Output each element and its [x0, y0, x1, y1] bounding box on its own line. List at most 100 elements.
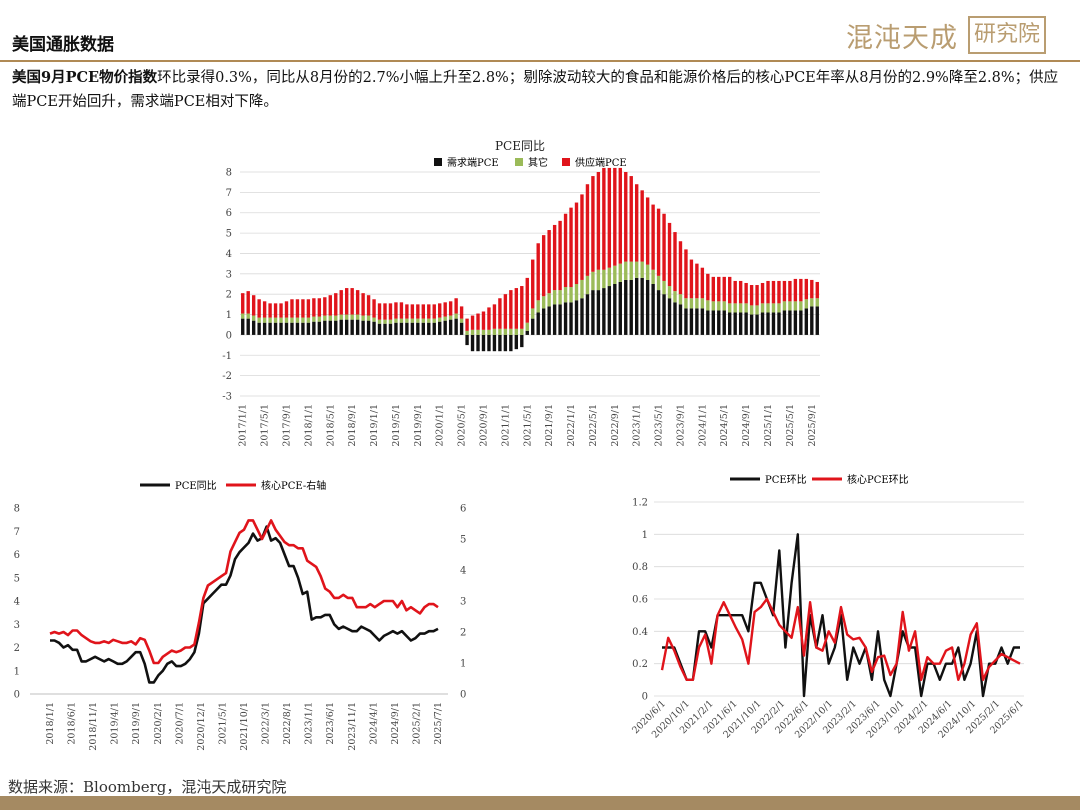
chart1-bar-demand — [323, 320, 327, 335]
chart1-bar-supply — [492, 304, 497, 329]
chart1-bar-supply — [416, 304, 420, 319]
chart1-bar-supply — [629, 176, 633, 262]
chart2-y-right-tick: 0 — [460, 690, 466, 701]
chart1-bar-other — [465, 330, 469, 335]
chart2-legend-core: 核心PCE-右轴 — [261, 479, 326, 492]
chart1-bar-demand — [246, 318, 250, 335]
chart1-bar-other — [328, 315, 332, 321]
chart2-y-left-tick: 1 — [14, 666, 20, 677]
summary-lead: 美国9月PCE物价指数 — [12, 69, 158, 86]
chart1-y-tick: 1 — [226, 310, 232, 321]
chart1-bar-supply — [498, 298, 502, 329]
chart1-y-tick: 7 — [226, 188, 232, 199]
chart1-bar-other — [345, 314, 349, 320]
chart1-bar-other — [760, 303, 765, 313]
chart1-bar-other — [388, 319, 393, 324]
chart1-bar-supply — [711, 276, 715, 302]
chart1-bar-demand — [503, 334, 508, 352]
chart1-bar-other — [728, 303, 732, 313]
chart1-y-tick: 3 — [226, 269, 232, 280]
chart1-bar-other — [257, 317, 261, 323]
chart1-bar-supply — [662, 213, 666, 281]
chart1-bar-demand — [366, 320, 371, 335]
chart1-bar-supply — [755, 285, 759, 306]
chart1-bar-supply — [306, 299, 311, 318]
chart1-bar-supply — [531, 259, 535, 309]
chart1-x-tick: 2022/9/1 — [610, 404, 621, 447]
chart2-y-left-tick: 5 — [14, 573, 20, 584]
chart1-x-tick: 2023/1/1 — [632, 404, 643, 447]
footer-bar — [0, 796, 1080, 810]
chart1-bar-demand — [706, 310, 710, 335]
chart1-bar-supply — [372, 299, 376, 318]
chart1-bar-other — [421, 318, 425, 323]
chart1-bar-demand — [421, 322, 425, 335]
chart2-line-core — [49, 519, 439, 665]
chart1-bar-other — [432, 318, 436, 323]
chart1-bar-supply — [366, 295, 371, 316]
chart1-bar-supply — [279, 303, 283, 318]
chart2-x-tick: 2023/6/1 — [325, 702, 336, 745]
chart1-bar-demand — [301, 322, 305, 335]
chart1-bar-other — [673, 291, 677, 303]
chart1-y-tick: -3 — [222, 392, 232, 403]
chart1-bar-other — [645, 264, 650, 280]
chart1-bar-supply — [689, 259, 694, 299]
chart1-bar-demand — [427, 322, 431, 335]
chart1-bar-demand — [448, 319, 453, 335]
chart1-bar-demand — [454, 318, 458, 335]
chart1-bar-other — [448, 315, 453, 320]
chart2-x-tick: 2018/6/1 — [67, 702, 78, 745]
chart3-line-pce-mom — [662, 533, 1020, 698]
chart1-bar-demand — [377, 323, 382, 335]
chart1-bar-supply — [771, 280, 776, 304]
chart1-bar-demand — [317, 321, 322, 335]
chart1-bar-other — [355, 314, 360, 320]
chart1-bar-other — [383, 319, 387, 324]
chart1-legend-supply: 供应端PCE — [575, 156, 627, 169]
chart1-bar-supply — [700, 267, 705, 299]
chart1-bar-supply — [706, 273, 710, 301]
chart1-bar-supply — [788, 280, 792, 302]
chart1-bar-supply — [481, 311, 486, 330]
chart1-bar-other — [273, 317, 278, 323]
chart1-x-tick: 2017/5/1 — [260, 404, 271, 447]
chart1-bar-supply — [361, 293, 365, 316]
pce-yoy-decomposition-chart: PCE同比 需求端PCE 其它 供应端PCE 8 7 6 5 4 3 2 1 0 -1 -2 -3 2… — [222, 139, 820, 447]
chart2-line-pce — [50, 525, 439, 684]
chart1-bar-supply — [399, 302, 404, 319]
chart1-bar-supply — [574, 202, 579, 284]
chart1-bar-supply — [383, 303, 387, 320]
chart2-x-tick: 2022/8/1 — [282, 702, 293, 745]
chart1-bar-demand — [667, 298, 672, 335]
chart1-bar-supply — [317, 298, 322, 317]
chart2-x-tick: 2018/1/1 — [45, 702, 56, 745]
chart1-bar-other — [810, 298, 814, 307]
chart1-bar-demand — [793, 310, 798, 335]
chart1-bar-other — [788, 301, 792, 311]
chart2-y-left-tick: 0 — [14, 690, 20, 701]
chart1-bar-supply — [624, 172, 628, 262]
chart1-bar-demand — [470, 334, 475, 352]
chart1-bar-demand — [284, 322, 289, 335]
chart1-bar-other — [503, 328, 508, 335]
chart1-bar-other — [377, 319, 382, 324]
chart1-x-tick: 2019/1/1 — [369, 404, 380, 447]
chart1-bar-demand — [432, 322, 436, 335]
chart1-x-tick: 2024/1/1 — [697, 404, 708, 447]
chart3-y-tick: 0 — [642, 692, 648, 703]
chart1-bar-demand — [541, 308, 546, 335]
logo-box: 研究院 — [968, 16, 1047, 54]
chart1-y-tick: 6 — [226, 208, 232, 219]
chart2-y-left-tick: 3 — [14, 620, 20, 631]
chart1-bar-supply — [427, 304, 431, 319]
chart1-bar-demand — [618, 281, 622, 335]
chart1-bar-other — [782, 301, 787, 311]
chart1-bar-supply — [438, 303, 442, 318]
chart1-bar-other — [738, 303, 743, 313]
chart1-bar-other — [470, 329, 475, 335]
chart1-bar-demand — [569, 302, 573, 335]
chart1-bar-supply — [323, 297, 327, 316]
chart1-x-tick: 2022/1/1 — [566, 404, 577, 447]
chart1-bar-demand — [459, 322, 464, 335]
